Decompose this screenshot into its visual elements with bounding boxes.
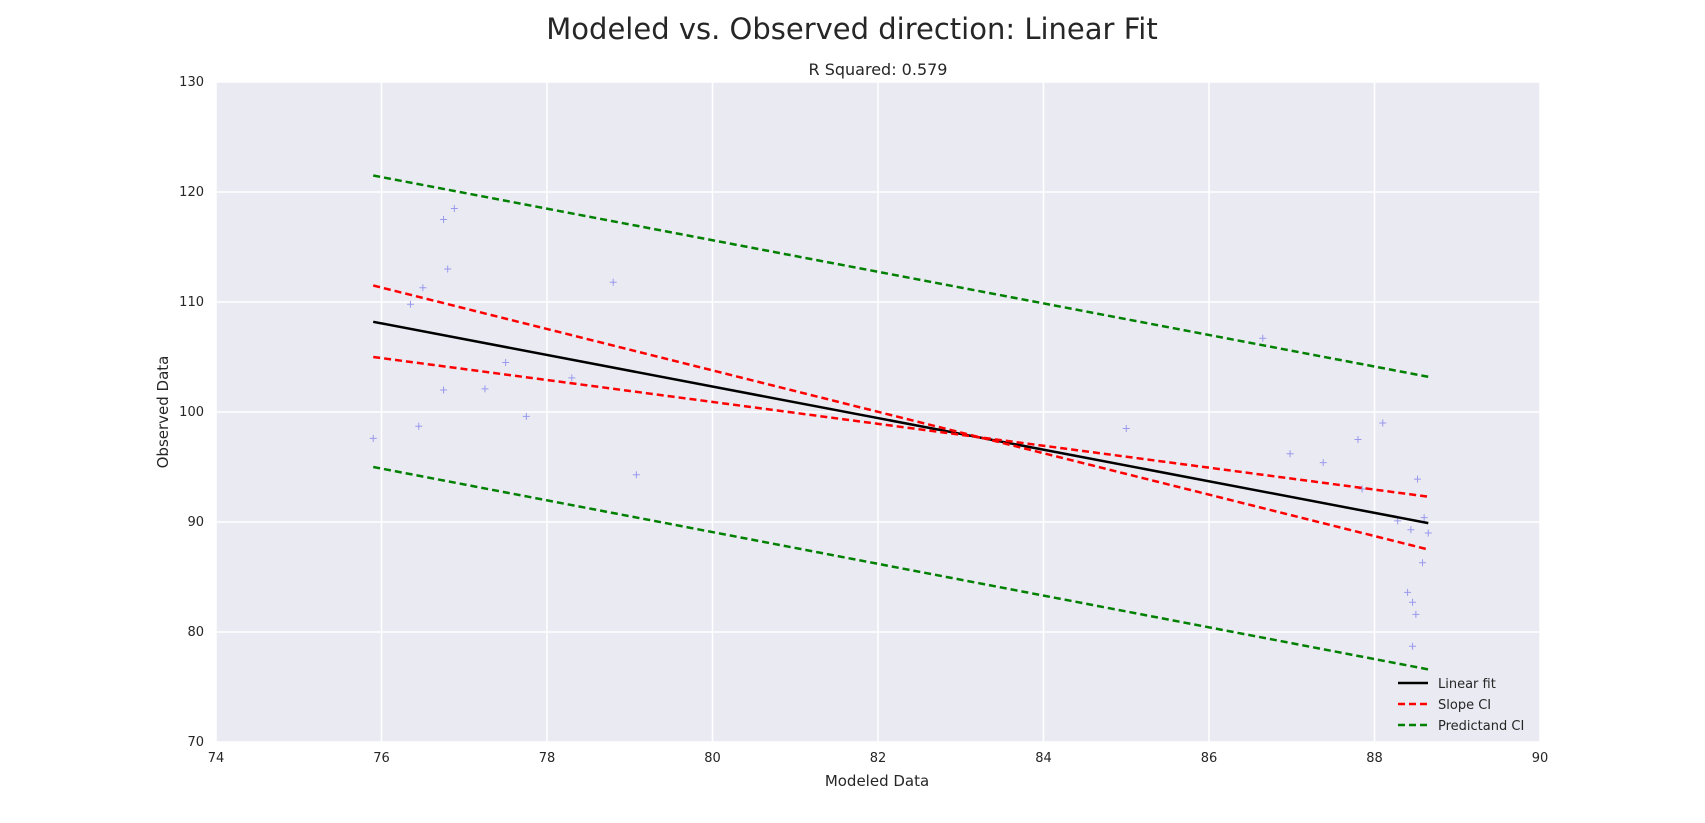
data-point-3 bbox=[419, 284, 427, 292]
x-tick-label-1: 76 bbox=[373, 751, 390, 766]
data-point-10 bbox=[522, 412, 530, 420]
data-point-14 bbox=[1122, 425, 1130, 432]
x-tick-label-0: 74 bbox=[208, 751, 225, 766]
x-tick-label-5: 84 bbox=[1035, 751, 1052, 766]
series-line-0 bbox=[372, 320, 1429, 525]
y-tick-label-2: 90 bbox=[187, 515, 204, 530]
x-tick-label-2: 78 bbox=[539, 751, 556, 766]
data-point-28 bbox=[1418, 559, 1426, 567]
grid-lines bbox=[215, 81, 1541, 743]
data-point-17 bbox=[1319, 459, 1327, 467]
data-point-6 bbox=[444, 265, 452, 273]
x-tick-label-7: 88 bbox=[1366, 751, 1383, 766]
y-tick-label-4: 110 bbox=[179, 295, 204, 310]
series-line-1 bbox=[372, 284, 1429, 551]
data-point-0 bbox=[369, 434, 377, 442]
legend: Linear fit Slope CI Predictand CI bbox=[1398, 677, 1524, 734]
legend-label-0: Linear fit bbox=[1438, 677, 1496, 692]
data-point-22 bbox=[1404, 588, 1412, 596]
data-point-9 bbox=[502, 359, 510, 366]
fit-lines bbox=[372, 174, 1429, 671]
data-point-12 bbox=[609, 278, 617, 286]
data-point-7 bbox=[450, 205, 458, 212]
data-point-20 bbox=[1379, 419, 1387, 427]
y-tick-label-0: 70 bbox=[187, 735, 204, 750]
data-point-30 bbox=[1424, 529, 1432, 537]
y-tick-label-1: 80 bbox=[187, 625, 204, 640]
x-axis-ticks: 74 76 78 80 82 84 86 88 90 bbox=[208, 751, 1549, 766]
data-point-19 bbox=[1358, 485, 1366, 493]
y-axis-label: Observed Data bbox=[154, 356, 172, 469]
data-point-1 bbox=[406, 300, 414, 308]
scatter-points bbox=[369, 205, 1432, 650]
x-tick-label-4: 82 bbox=[870, 751, 887, 766]
data-point-2 bbox=[415, 422, 423, 430]
data-point-23 bbox=[1407, 526, 1415, 534]
y-tick-label-6: 130 bbox=[179, 75, 204, 90]
data-point-24 bbox=[1409, 598, 1417, 606]
chart-subtitle: R Squared: 0.579 bbox=[809, 60, 948, 79]
data-point-4 bbox=[440, 216, 448, 223]
y-tick-label-5: 120 bbox=[179, 185, 204, 200]
data-point-15 bbox=[1259, 334, 1267, 342]
data-point-18 bbox=[1354, 436, 1362, 443]
data-point-21 bbox=[1394, 517, 1402, 525]
data-point-26 bbox=[1412, 610, 1420, 618]
data-point-11 bbox=[568, 374, 576, 382]
x-tick-label-8: 90 bbox=[1532, 751, 1549, 766]
series-line-2 bbox=[373, 355, 1429, 498]
data-point-29 bbox=[1420, 514, 1428, 522]
legend-label-2: Predictand CI bbox=[1438, 719, 1524, 734]
x-tick-label-3: 80 bbox=[704, 751, 721, 766]
x-axis-label: Modeled Data bbox=[825, 772, 929, 790]
data-point-5 bbox=[440, 386, 448, 394]
y-tick-label-3: 100 bbox=[179, 405, 204, 420]
data-point-8 bbox=[481, 385, 489, 393]
data-point-25 bbox=[1409, 642, 1417, 650]
series-line-4 bbox=[372, 465, 1429, 671]
series-line-3 bbox=[372, 174, 1429, 379]
x-tick-label-6: 86 bbox=[1201, 751, 1218, 766]
chart-title: Modeled vs. Observed direction: Linear F… bbox=[546, 12, 1157, 46]
data-point-16 bbox=[1286, 450, 1294, 458]
data-point-27 bbox=[1414, 475, 1422, 483]
legend-label-1: Slope CI bbox=[1438, 698, 1491, 713]
data-point-13 bbox=[632, 471, 640, 479]
y-axis-ticks: 70 80 90 100 110 120 130 bbox=[179, 75, 204, 750]
